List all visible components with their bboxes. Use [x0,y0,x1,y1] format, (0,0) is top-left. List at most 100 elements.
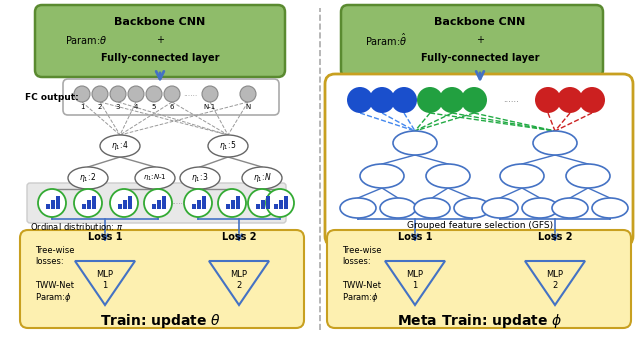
Text: 3: 3 [116,104,120,110]
Text: $\eta_1$:$N$: $\eta_1$:$N$ [253,171,271,185]
Ellipse shape [242,167,282,189]
Polygon shape [385,261,445,305]
Text: 5: 5 [152,104,156,110]
Text: $\eta_1$:4: $\eta_1$:4 [111,140,129,152]
Circle shape [184,189,212,217]
Text: Tree-wise
losses:: Tree-wise losses: [342,246,381,266]
Bar [284,196,287,209]
Text: ......: ...... [503,95,519,103]
Circle shape [74,86,90,102]
Text: Backbone CNN: Backbone CNN [435,17,525,27]
Text: $\eta_1$:2: $\eta_1$:2 [79,171,97,185]
Circle shape [266,189,294,217]
Ellipse shape [552,198,588,218]
Circle shape [38,189,66,217]
Text: Fully-connected layer: Fully-connected layer [420,53,540,63]
Ellipse shape [592,198,628,218]
Text: Loss 1: Loss 1 [88,232,122,242]
Circle shape [369,87,395,113]
Bar [197,200,200,209]
Bar [266,196,269,209]
Text: FC output:: FC output: [25,93,79,101]
FancyBboxPatch shape [20,230,304,328]
Bar [261,200,264,209]
Circle shape [144,189,172,217]
Text: Backbone CNN: Backbone CNN [115,17,205,27]
Circle shape [110,189,138,217]
Ellipse shape [566,164,610,188]
Circle shape [439,87,465,113]
FancyBboxPatch shape [63,79,279,115]
Ellipse shape [454,198,490,218]
Text: ......: ...... [183,89,197,97]
Text: Loss 1: Loss 1 [397,232,432,242]
FancyBboxPatch shape [325,74,633,246]
Text: Param:$\phi$: Param:$\phi$ [342,291,379,305]
Bar [56,196,60,209]
Circle shape [164,86,180,102]
Text: $\eta_1$:5: $\eta_1$:5 [220,140,237,152]
Circle shape [557,87,583,113]
Ellipse shape [68,167,108,189]
Ellipse shape [340,198,376,218]
Bar [128,196,131,209]
Text: ......: ...... [171,197,185,207]
Text: Param:$\hat{\theta}$: Param:$\hat{\theta}$ [365,32,407,48]
Bar [87,200,90,209]
Bar [274,204,278,209]
Ellipse shape [426,164,470,188]
Bar [202,196,205,209]
Bar [82,204,86,209]
Bar [256,204,259,209]
Text: 6: 6 [170,104,174,110]
Bar [279,200,282,209]
Bar [152,204,156,209]
Text: Loss 2: Loss 2 [221,232,256,242]
Bar [192,204,195,209]
Ellipse shape [414,198,450,218]
Circle shape [128,86,144,102]
Text: MLP
2: MLP 2 [547,270,563,290]
Circle shape [535,87,561,113]
Text: $\eta_1$:$N$-1: $\eta_1$:$N$-1 [143,173,167,183]
Text: +: + [476,35,484,45]
Circle shape [579,87,605,113]
Circle shape [92,86,108,102]
FancyBboxPatch shape [341,5,603,77]
Text: Grouped feature selection (GFS): Grouped feature selection (GFS) [407,221,553,231]
Ellipse shape [180,167,220,189]
Bar [226,204,230,209]
Bar [231,200,234,209]
Text: Ordinal distribution: $\pi$: Ordinal distribution: $\pi$ [30,220,124,232]
Ellipse shape [533,131,577,155]
Text: N-1: N-1 [204,104,216,110]
Text: MLP
1: MLP 1 [406,270,424,290]
Ellipse shape [135,167,175,189]
Circle shape [110,86,126,102]
Polygon shape [75,261,135,305]
Text: 2: 2 [98,104,102,110]
FancyBboxPatch shape [35,5,285,77]
Circle shape [146,86,162,102]
Circle shape [391,87,417,113]
Polygon shape [209,261,269,305]
Text: Param:$\theta$: Param:$\theta$ [65,34,108,46]
Bar [236,196,239,209]
Bar [162,196,166,209]
Ellipse shape [360,164,404,188]
Ellipse shape [500,164,544,188]
Circle shape [74,189,102,217]
Text: MLP
2: MLP 2 [230,270,248,290]
Circle shape [248,189,276,217]
Ellipse shape [482,198,518,218]
Bar [92,196,95,209]
Circle shape [202,86,218,102]
Circle shape [417,87,443,113]
Circle shape [461,87,487,113]
Text: 4: 4 [134,104,138,110]
Ellipse shape [393,131,437,155]
Text: 1: 1 [80,104,84,110]
Ellipse shape [522,198,558,218]
Bar [46,204,49,209]
Bar [123,200,127,209]
